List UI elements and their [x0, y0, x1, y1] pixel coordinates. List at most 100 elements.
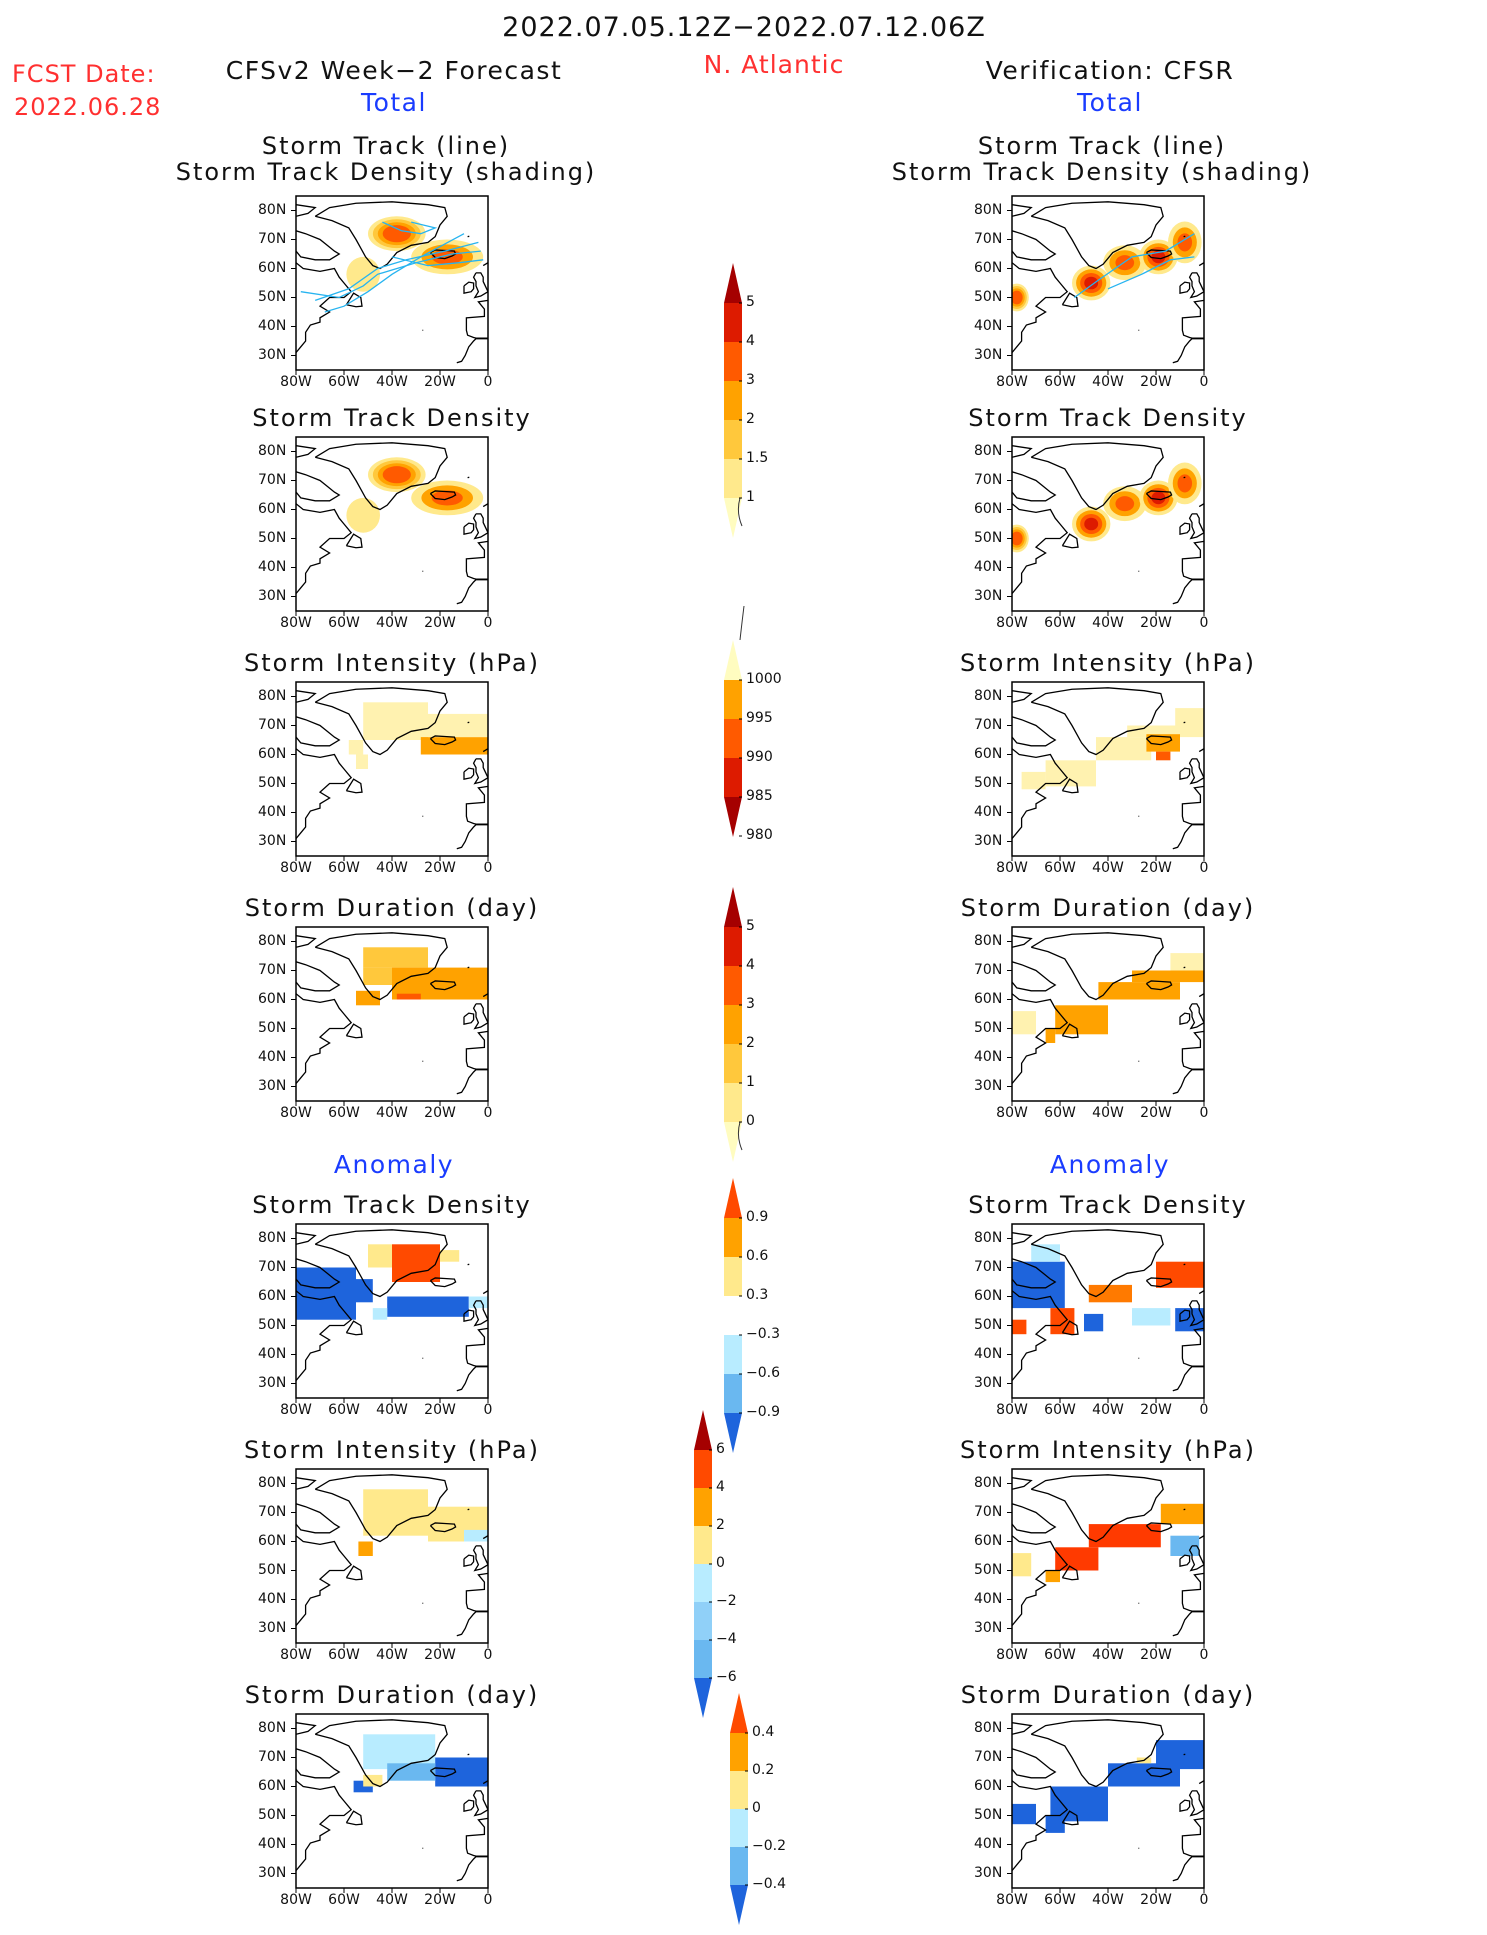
panel-title: Storm Duration (day) — [961, 1681, 1256, 1709]
coastline — [346, 1321, 362, 1335]
x-tick-label: 0 — [1200, 860, 1209, 876]
colorbar-label: 6 — [716, 1441, 725, 1457]
coastline — [457, 339, 488, 363]
coastline — [1182, 1818, 1204, 1856]
coastline — [1062, 293, 1078, 307]
colorbar-segment — [724, 459, 742, 498]
map-panel-fc-dur — [296, 927, 488, 1101]
y-tick-label: 80N — [974, 443, 1002, 459]
x-tick-label: 40W — [1092, 1892, 1124, 1908]
coastline — [1190, 1004, 1204, 1029]
shaded-cell — [1046, 1571, 1060, 1583]
coastline — [346, 1811, 362, 1825]
coastline — [1180, 1800, 1190, 1811]
y-tick-label: 70N — [258, 717, 286, 733]
panel-title: Storm Track Density — [252, 1191, 531, 1219]
map-panel-ob-dens — [1012, 437, 1204, 611]
y-tick-label: 70N — [258, 231, 286, 247]
y-tick-label: 50N — [974, 1807, 1002, 1823]
page-title: 2022.07.05.12Z−2022.07.12.06Z — [502, 12, 986, 43]
y-tick-label: 30N — [258, 1078, 286, 1094]
coastline — [296, 691, 315, 703]
colorbar-label: −0.2 — [752, 1838, 786, 1854]
coastline — [1182, 300, 1204, 338]
coastline — [466, 300, 488, 338]
x-tick-label: 80W — [996, 1647, 1028, 1663]
x-tick-label: 80W — [996, 615, 1028, 631]
x-tick-label: 80W — [280, 615, 312, 631]
colorbar-label: 1 — [746, 489, 755, 505]
coastline — [1173, 1612, 1204, 1636]
colorbar-label: 2 — [746, 411, 755, 427]
y-tick-label: 50N — [974, 530, 1002, 546]
colorbar-label: −0.9 — [746, 1404, 780, 1420]
shaded-cell — [387, 1297, 469, 1317]
x-tick-label: 80W — [996, 374, 1028, 390]
x-tick-label: 20W — [424, 860, 456, 876]
coastline — [1190, 273, 1204, 298]
coastline — [474, 514, 488, 539]
colorbar-triangle — [694, 1410, 712, 1450]
y-tick-label: 60N — [974, 1778, 1002, 1794]
colorbar-segment — [724, 1218, 742, 1257]
colorbar-segment — [724, 1374, 742, 1413]
x-tick-label: 20W — [424, 1647, 456, 1663]
x-tick-label: 0 — [1200, 374, 1209, 390]
x-tick-label: 60W — [1044, 374, 1076, 390]
colorbar-segment — [730, 1847, 748, 1885]
colorbar-segment — [694, 1488, 712, 1526]
y-tick-label: 30N — [974, 347, 1002, 363]
coastline — [1012, 691, 1031, 703]
coastline — [296, 1749, 339, 1778]
x-tick-label: 60W — [328, 1105, 360, 1121]
colorbar-label: 4 — [746, 333, 755, 349]
x-tick-label: 80W — [996, 1105, 1028, 1121]
colorbar-4 — [694, 1370, 716, 1728]
coastline — [466, 541, 488, 579]
y-tick-label: 30N — [258, 833, 286, 849]
y-tick-label: 40N — [974, 1346, 1002, 1362]
map-panel-ob-dur-anom — [1012, 1714, 1204, 1888]
colorbar-tail — [740, 606, 744, 640]
y-tick-label: 80N — [258, 1475, 286, 1491]
map-panel-fc-dur-anom — [296, 1714, 488, 1888]
x-tick-label: 60W — [1044, 1105, 1076, 1121]
shaded-cell — [1161, 1504, 1204, 1524]
x-tick-label: 60W — [328, 1647, 360, 1663]
colorbar-triangle — [724, 1413, 742, 1453]
coastline — [296, 717, 339, 746]
y-tick-label: 30N — [258, 588, 286, 604]
y-tick-label: 70N — [258, 1504, 286, 1520]
coastline — [1012, 962, 1055, 991]
x-tick-label: 60W — [1044, 860, 1076, 876]
x-tick-label: 40W — [376, 1892, 408, 1908]
shaded-cell — [469, 1297, 488, 1309]
x-tick-label: 20W — [1140, 374, 1172, 390]
coastline — [296, 504, 351, 594]
x-tick-label: 20W — [1140, 1647, 1172, 1663]
colorbar-label: 0.9 — [746, 1209, 768, 1225]
shaded-cell — [1098, 982, 1180, 999]
shaded-cell — [1046, 1029, 1056, 1044]
panel-title: Storm Track (line) — [978, 132, 1226, 160]
y-tick-label: 40N — [974, 1049, 1002, 1065]
x-tick-label: 20W — [1140, 1105, 1172, 1121]
colorbar-triangle — [724, 640, 742, 680]
y-tick-label: 60N — [258, 1533, 286, 1549]
x-tick-label: 40W — [376, 1105, 408, 1121]
y-tick-label: 60N — [974, 1288, 1002, 1304]
coastline — [296, 936, 315, 948]
map-panel-fc-track — [296, 196, 488, 370]
colorbar-label: 0 — [752, 1800, 761, 1816]
shaded-cell — [363, 1489, 428, 1535]
map-panel-ob-int — [1012, 682, 1204, 856]
x-tick-label: 60W — [328, 1892, 360, 1908]
density-blob — [346, 498, 380, 533]
y-tick-label: 70N — [974, 1504, 1002, 1520]
coastline — [457, 580, 488, 604]
colorbar-segment — [724, 1044, 742, 1083]
shaded-cell — [1156, 1262, 1204, 1288]
x-tick-label: 40W — [1092, 860, 1124, 876]
colorbar-triangle — [724, 1178, 742, 1218]
coastline — [1180, 1013, 1190, 1024]
